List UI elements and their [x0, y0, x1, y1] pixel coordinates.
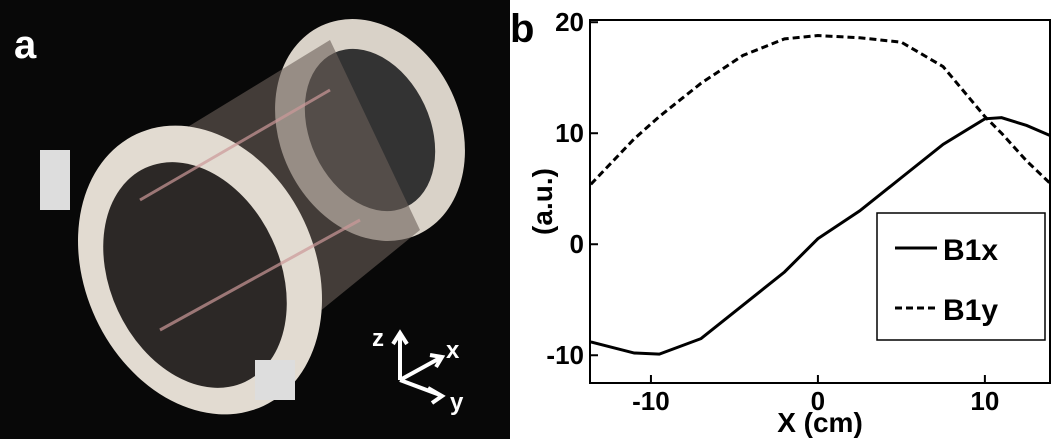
- y-axis-label: (a.u.): [527, 168, 558, 235]
- x-axis-label: X (cm): [777, 407, 863, 438]
- axis-x: x: [446, 337, 460, 364]
- legend-label: B1y: [943, 294, 998, 327]
- series-line: [591, 36, 1050, 185]
- x-tick-label: 10: [970, 386, 999, 416]
- panel-label: b: [510, 7, 534, 51]
- photo: [0, 0, 510, 439]
- panel-label: a: [14, 23, 37, 67]
- figure: a z x y b -1001020-10010X (cm)(a.u.)B1xB…: [0, 0, 1057, 439]
- y-tick-label: 0: [570, 229, 584, 259]
- axis-z: z: [372, 325, 384, 352]
- y-tick-label: 20: [555, 7, 584, 37]
- y-tick-label: -10: [546, 340, 584, 370]
- axis-y: y: [450, 389, 464, 416]
- x-tick-label: -10: [632, 386, 670, 416]
- y-tick-label: 10: [555, 118, 584, 148]
- legend-label: B1x: [943, 234, 998, 267]
